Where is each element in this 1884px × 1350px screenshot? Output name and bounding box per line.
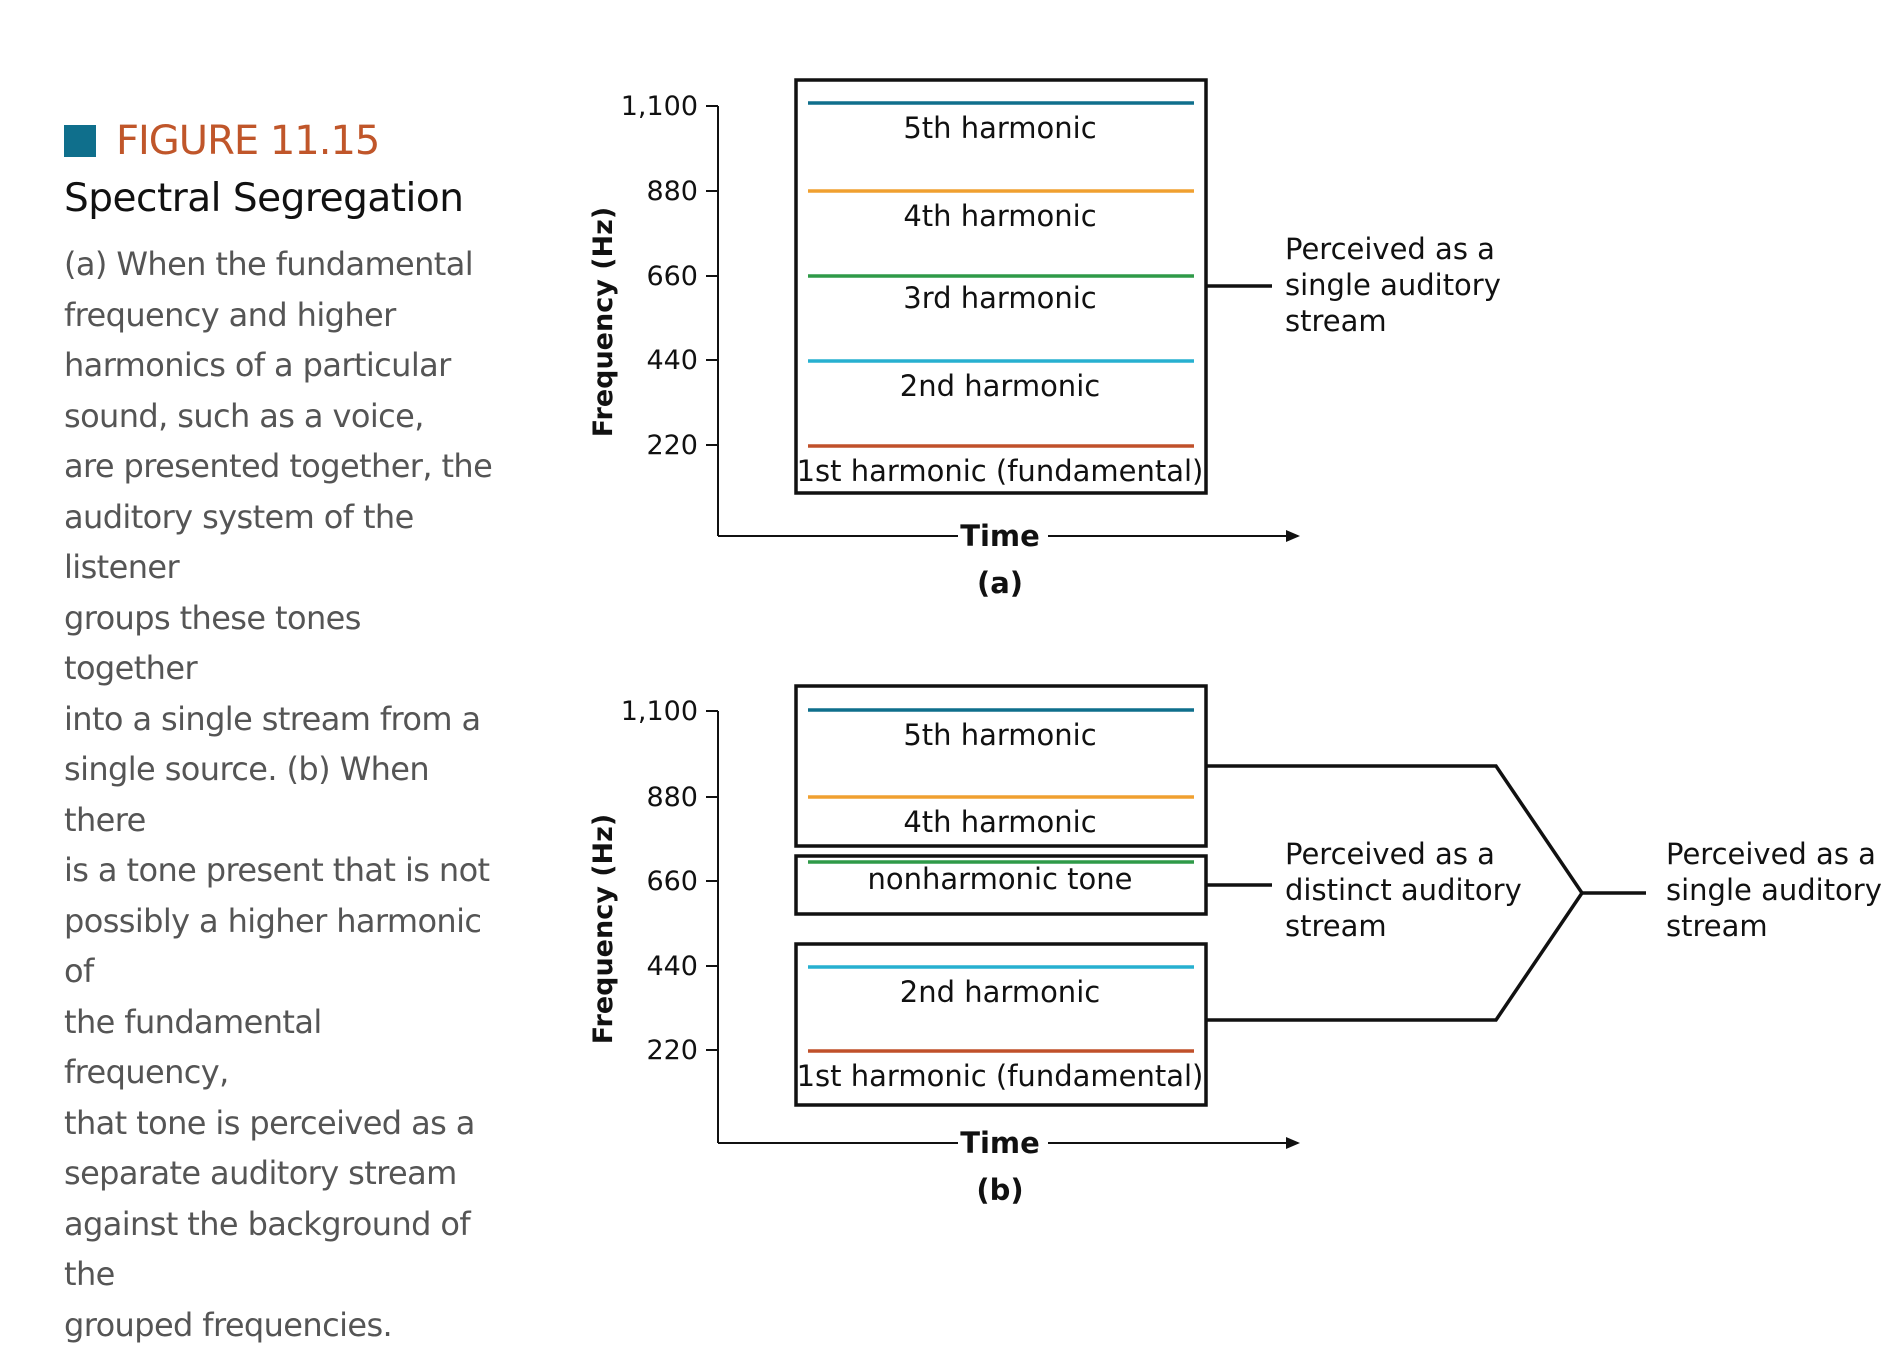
panel-a-tone-label: 2nd harmonic: [900, 369, 1100, 403]
panel-b-annotation-right-line: stream: [1666, 909, 1768, 943]
panel-a-tone-label: 1st harmonic (fundamental): [797, 454, 1204, 488]
panel-b-annotation-right-line: single auditory: [1666, 873, 1882, 907]
panel-b-annotation-right-line: Perceived as a: [1666, 837, 1876, 871]
panel-a-tick-label: 220: [646, 430, 698, 461]
panel-a-label: (a): [977, 566, 1023, 600]
panel-b-x-axis-label: Time: [960, 1126, 1040, 1160]
panel-a-tones: 5th harmonic 4th harmonic 3rd harmonic 2…: [797, 103, 1204, 488]
panel-b-annotation-middle-line: Perceived as a: [1285, 837, 1495, 871]
panel-a-tone-label: 4th harmonic: [903, 199, 1096, 233]
panel-b-tone-label: 5th harmonic: [903, 718, 1096, 752]
panel-b-tick-label: 660: [646, 866, 698, 897]
panel-a-tick-label: 660: [646, 261, 698, 292]
panel-b-annotation-middle-line: stream: [1285, 909, 1387, 943]
panel-b-annotation-middle: Perceived as a distinct auditory stream: [1285, 837, 1522, 943]
panel-b-tone-label: nonharmonic tone: [868, 862, 1133, 896]
panel-a-y-axis-label: Frequency (Hz): [588, 207, 619, 437]
panel-a-annotation-line: stream: [1285, 304, 1387, 338]
caption-line: grouped frequencies.: [64, 1300, 494, 1350]
panel-b: Frequency (Hz) Time (b) 1,100 880 660 44…: [588, 686, 1882, 1207]
panel-a-tone-label: 5th harmonic: [903, 111, 1096, 145]
panel-b-tone-label: 4th harmonic: [903, 805, 1096, 839]
panel-b-y-axis-label: Frequency (Hz): [588, 814, 619, 1044]
panel-b-tone-label: 1st harmonic (fundamental): [797, 1059, 1204, 1093]
panel-b-label: (b): [976, 1173, 1023, 1207]
panel-a-x-axis-label: Time: [960, 519, 1040, 553]
panel-a-tick-label: 440: [646, 345, 698, 376]
panel-b-ticks: 1,100 880 660 440 220: [621, 696, 718, 1066]
panel-a-annotation: Perceived as a single auditory stream: [1285, 232, 1501, 338]
panel-b-annotation-middle-line: distinct auditory: [1285, 873, 1522, 907]
panel-b-annotation-right: Perceived as a single auditory stream: [1666, 837, 1882, 943]
panel-a-annotation-line: Perceived as a: [1285, 232, 1495, 266]
panel-a-tick-label: 1,100: [621, 91, 698, 122]
panel-a-annotation-line: single auditory: [1285, 268, 1501, 302]
panel-a-ticks: 1,100 880 660 440 220: [621, 91, 718, 461]
panel-b-tones: 5th harmonic 4th harmonic nonharmonic to…: [797, 710, 1204, 1093]
panel-a-tick-label: 880: [646, 176, 698, 207]
panel-b-tick-label: 440: [646, 951, 698, 982]
panel-a: Frequency (Hz) Time (a) 1,100 880 660 44…: [588, 80, 1501, 600]
spectral-segregation-diagram: Frequency (Hz) Time (a) 1,100 880 660 44…: [0, 0, 1884, 1222]
panel-b-tick-label: 1,100: [621, 696, 698, 727]
panel-a-tone-label: 3rd harmonic: [903, 281, 1096, 315]
panel-b-tick-label: 220: [646, 1035, 698, 1066]
panel-b-tick-label: 880: [646, 782, 698, 813]
panel-b-tone-label: 2nd harmonic: [900, 975, 1100, 1009]
